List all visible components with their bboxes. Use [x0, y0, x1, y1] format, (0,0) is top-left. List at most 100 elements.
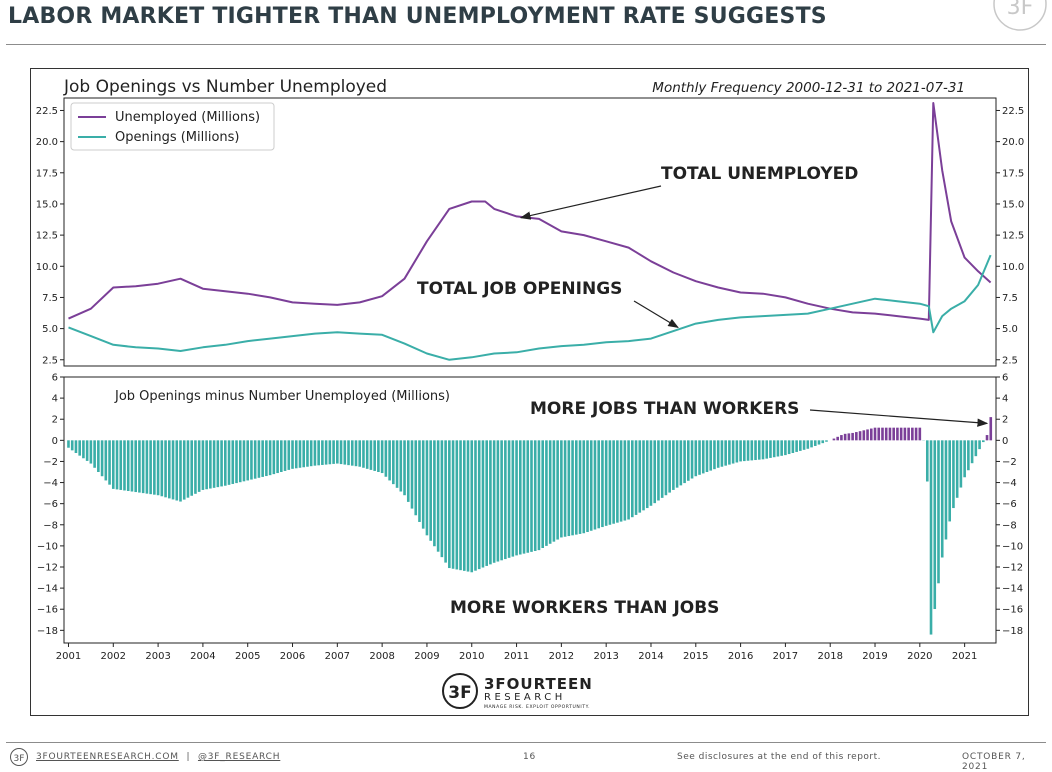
- annotation-total-unemployed: TOTAL UNEMPLOYED: [661, 164, 858, 184]
- bottom-ytick-label-right-11: −16: [1002, 605, 1023, 616]
- diff-bar-88: [396, 440, 399, 488]
- diff-bar-19: [138, 440, 141, 492]
- diff-bar-168: [694, 440, 697, 476]
- legend: Unemployed (Millions) Openings (Millions…: [71, 103, 274, 150]
- diff-bar-185: [758, 440, 761, 459]
- diff-bar-81: [370, 440, 373, 470]
- diff-bar-43: [228, 440, 231, 485]
- diff-bar-148: [620, 440, 623, 521]
- xtick-label-9: 2010: [459, 651, 484, 662]
- diff-bar-163: [676, 440, 679, 487]
- diff-bar-223: [904, 428, 907, 441]
- diff-bar-95: [422, 440, 425, 528]
- diff-bar-62: [299, 440, 302, 467]
- diff-bar-92: [411, 440, 414, 508]
- diff-bar-86: [388, 440, 391, 480]
- slide-title: LABOR MARKET TIGHTER THAN UNEMPLOYMENT R…: [8, 4, 827, 29]
- diff-bar-236: [952, 440, 955, 508]
- diff-bar-38: [209, 440, 212, 488]
- diff-bar-9: [101, 440, 104, 476]
- bottom-ytick-label-left-6: −6: [43, 499, 58, 510]
- diff-bar-74: [343, 440, 346, 464]
- bottom-ytick-label-left-9: −12: [37, 563, 58, 574]
- diff-bar-245: [986, 435, 989, 440]
- diff-bar-126: [538, 440, 541, 550]
- diff-bar-101: [444, 440, 447, 562]
- diff-bar-198: [807, 440, 810, 448]
- diff-bar-76: [351, 440, 354, 465]
- chart-svg: Job Openings vs Number Unemployed Monthl…: [31, 69, 1028, 715]
- diff-bar-84: [381, 440, 384, 473]
- diff-bar-20: [142, 440, 145, 493]
- diff-bar-186: [762, 440, 765, 459]
- footer-handle-link[interactable]: @3F_RESEARCH: [198, 752, 280, 762]
- bottom-ytick-label-right-12: −18: [1002, 626, 1023, 637]
- annotation-total-job-openings: TOTAL JOB OPENINGS: [417, 279, 622, 299]
- diff-bar-51: [258, 440, 261, 477]
- diff-bar-226: [915, 428, 918, 441]
- diff-bar-57: [280, 440, 283, 472]
- top-ytick-label-right-0: 2.5: [1002, 355, 1018, 366]
- xtick-label-12: 2013: [593, 651, 618, 662]
- xtick-label-16: 2017: [773, 651, 798, 662]
- top-ytick-label-left-2: 7.5: [42, 293, 58, 304]
- diff-bar-151: [631, 440, 634, 517]
- diff-bar-53: [265, 440, 268, 476]
- bottom-ytick-label-right-10: −14: [1002, 584, 1023, 595]
- logo-monogram: 3F: [448, 683, 471, 703]
- diff-bar-30: [179, 440, 182, 501]
- diff-bar-60: [291, 440, 294, 469]
- diff-bar-171: [706, 440, 709, 472]
- diff-bar-18: [134, 440, 137, 492]
- bottom-ytick-label-right-3: 0: [1002, 436, 1008, 447]
- diff-bar-46: [239, 440, 242, 482]
- diff-bar-169: [698, 440, 701, 474]
- bottom-ytick-label-right-7: −8: [1002, 520, 1017, 531]
- diff-bar-159: [661, 440, 664, 498]
- diff-bar-201: [818, 440, 821, 444]
- diff-bar-211: [859, 431, 862, 440]
- xtick-label-14: 2015: [683, 651, 708, 662]
- diff-bar-194: [792, 440, 795, 453]
- diff-bar-64: [306, 440, 309, 466]
- diff-bar-160: [665, 440, 668, 495]
- diff-bar-120: [515, 440, 518, 555]
- diff-bar-199: [810, 440, 813, 447]
- diff-bar-58: [284, 440, 287, 471]
- diff-bar-232: [937, 440, 940, 583]
- diff-bar-224: [907, 428, 910, 441]
- bottom-ytick-label-left-10: −14: [37, 584, 58, 595]
- xtick-label-3: 2004: [190, 651, 215, 662]
- diff-bar-227: [919, 428, 922, 441]
- diff-bar-193: [788, 440, 791, 454]
- diff-bar-104: [456, 440, 459, 569]
- diff-bar-212: [863, 430, 866, 440]
- diff-bar-6: [90, 440, 93, 463]
- diff-bar-183: [750, 440, 753, 460]
- bottom-ytick-label-left-12: −18: [37, 626, 58, 637]
- diff-bar-187: [765, 440, 768, 458]
- diff-bar-108: [470, 440, 473, 572]
- diff-bar-44: [231, 440, 234, 484]
- diff-bar-179: [736, 440, 739, 462]
- diff-bar-40: [217, 440, 220, 487]
- top-ytick-label-left-8: 22.5: [36, 106, 58, 117]
- diff-bar-231: [933, 440, 936, 609]
- legend-label-openings: Openings (Millions): [115, 130, 240, 145]
- xtick-label-8: 2009: [414, 651, 439, 662]
- top-ytick-label-right-1: 5.0: [1002, 324, 1018, 335]
- xtick-label-13: 2014: [638, 651, 663, 662]
- diff-bar-129: [549, 440, 552, 543]
- diff-bar-56: [276, 440, 279, 473]
- diff-bar-162: [672, 440, 675, 490]
- diff-bar-98: [433, 440, 436, 546]
- diff-bar-196: [799, 440, 802, 451]
- diff-bar-139: [586, 440, 589, 532]
- diff-bar-1: [71, 440, 74, 450]
- bottom-ytick-label-right-1: 4: [1002, 394, 1008, 405]
- diff-bar-222: [900, 428, 903, 441]
- annotation-more-workers: MORE WORKERS THAN JOBS: [450, 598, 719, 618]
- diff-bar-79: [362, 440, 365, 467]
- footer-site-link[interactable]: 3FOURTEENRESEARCH.COM: [36, 752, 179, 762]
- diff-bar-216: [877, 428, 880, 441]
